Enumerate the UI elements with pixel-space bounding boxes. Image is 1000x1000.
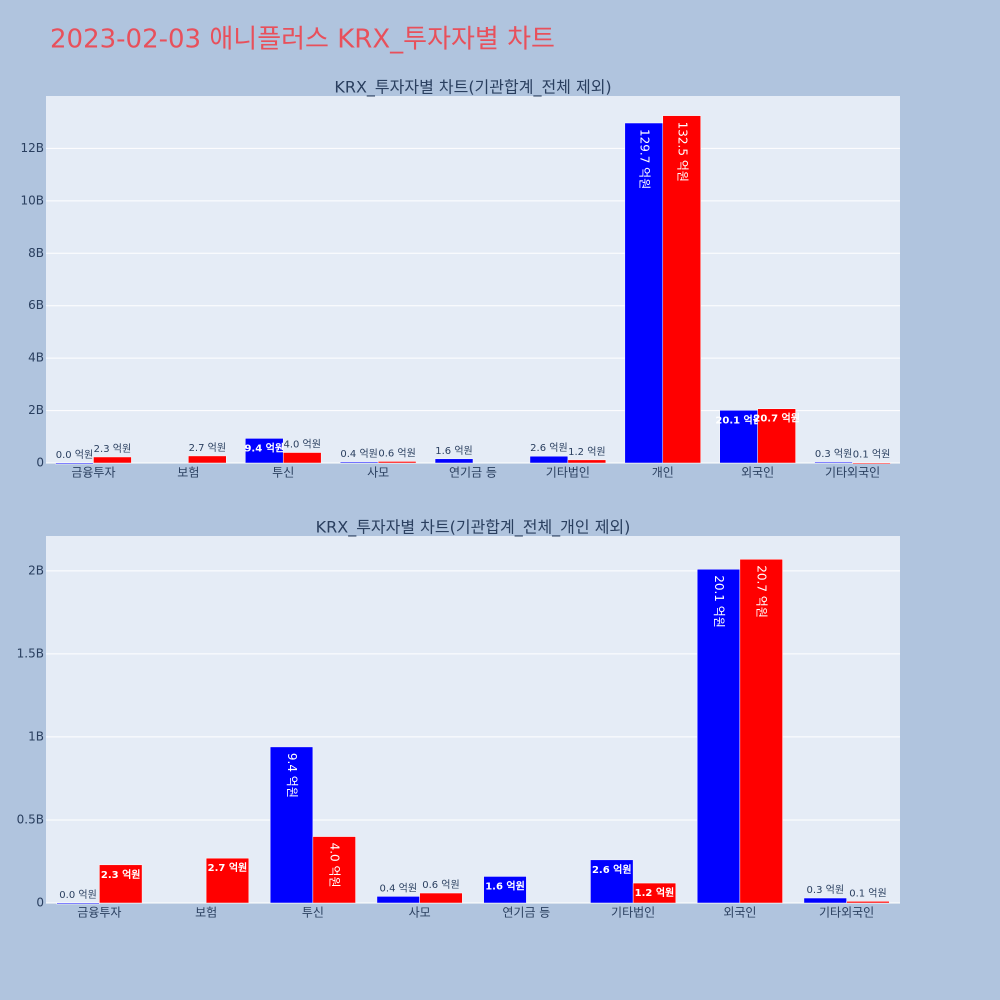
value-label: 0.6 억원 — [422, 879, 459, 891]
bar — [814, 461, 853, 464]
value-label: 20.1 억원 — [712, 575, 726, 628]
value-label: 132.5 억원 — [675, 122, 689, 182]
x-tick-label: 투신 — [272, 466, 294, 480]
value-label: 9.4 억원 — [285, 753, 299, 798]
value-label: 1.6 억원 — [485, 879, 525, 892]
value-label: 0.3 억원 — [807, 884, 844, 896]
bar — [739, 558, 783, 904]
x-tick-label: 사모 — [409, 906, 431, 920]
x-tick-label: 기타외국인 — [825, 466, 880, 480]
x-tick-label: 연기금 등 — [502, 906, 550, 920]
y-tick-label: 2B — [28, 563, 44, 577]
y-tick-label: 0.5B — [17, 812, 44, 826]
value-label: 2.7 억원 — [189, 442, 226, 454]
value-label: 0.1 억원 — [853, 449, 890, 461]
bar — [269, 746, 314, 904]
x-tick-label: 금융투자 — [71, 466, 115, 480]
bar — [696, 568, 741, 904]
value-label: 1.2 억원 — [635, 886, 675, 899]
x-tick-label: 사모 — [367, 466, 389, 480]
bar — [529, 455, 569, 464]
x-tick-label: 기타외국인 — [819, 906, 874, 920]
value-label: 0.4 억원 — [340, 448, 377, 460]
value-label: 2.6 억원 — [530, 442, 567, 454]
bar — [590, 859, 634, 904]
value-label: 0.3 억원 — [815, 448, 852, 460]
bar — [56, 902, 100, 905]
bar — [434, 458, 474, 464]
x-tick-label: 보험 — [195, 906, 217, 920]
value-label: 4.0 억원 — [283, 439, 320, 451]
bar — [662, 115, 701, 464]
subplot-title: KRX_투자자별 차트(기관합계_전체 제외) — [334, 78, 611, 98]
x-tick-label: 개인 — [652, 466, 674, 480]
bar — [55, 462, 94, 465]
bar — [719, 410, 758, 464]
y-tick-label: 1.5B — [17, 646, 44, 660]
bar — [205, 857, 250, 904]
value-label: 0.0 억원 — [56, 449, 93, 461]
bar — [846, 901, 890, 904]
value-label: 2.6 억원 — [592, 863, 632, 876]
bar — [483, 876, 527, 904]
bar — [377, 461, 417, 464]
bar — [419, 892, 463, 904]
bar — [757, 408, 796, 464]
subplot-title: KRX_투자자별 차트(기관합계_전체_개인 제외) — [316, 518, 631, 538]
bar — [803, 897, 847, 904]
bar — [624, 122, 664, 464]
y-tick-label: 1B — [28, 729, 44, 743]
y-tick-label: 12B — [20, 141, 44, 155]
value-label: 20.7 억원 — [753, 412, 800, 425]
x-tick-label: 기타법인 — [546, 466, 590, 480]
value-label: 1.2 억원 — [568, 446, 605, 458]
y-tick-label: 8B — [28, 246, 44, 260]
y-tick-label: 0 — [36, 456, 44, 470]
value-label: 0.1 억원 — [849, 887, 886, 899]
bar — [93, 456, 132, 464]
y-tick-label: 2B — [28, 403, 44, 417]
bar — [188, 455, 227, 464]
value-label: 1.6 억원 — [435, 445, 472, 457]
value-label: 20.7 억원 — [755, 565, 769, 618]
bar — [282, 452, 322, 464]
x-tick-label: 연기금 등 — [449, 466, 497, 480]
value-label: 2.3 억원 — [94, 443, 131, 455]
x-tick-label: 투신 — [302, 906, 324, 920]
x-tick-label: 보험 — [177, 466, 199, 480]
value-label: 4.0 억원 — [328, 843, 342, 888]
plot-area — [46, 96, 900, 463]
bar — [852, 462, 891, 464]
bar — [339, 461, 379, 464]
value-label: 20.1 억원 — [715, 413, 762, 426]
bar — [376, 896, 420, 904]
bar — [312, 836, 356, 904]
bar — [99, 864, 143, 904]
x-tick-label: 기타법인 — [611, 906, 655, 920]
value-label: 9.4 억원 — [244, 441, 284, 454]
value-label: 129.7 억원 — [637, 129, 651, 189]
page-title: 2023-02-03 애니플러스 KRX_투자자별 차트 — [50, 25, 555, 55]
x-tick-label: 외국인 — [741, 466, 774, 480]
x-tick-label: 금융투자 — [77, 906, 121, 920]
y-tick-label: 10B — [20, 193, 44, 207]
x-tick-label: 외국인 — [723, 906, 756, 920]
bar — [567, 459, 607, 464]
y-tick-label: 0 — [36, 896, 44, 910]
y-tick-label: 4B — [28, 351, 44, 365]
value-label: 0.6 억원 — [378, 447, 415, 459]
y-tick-label: 6B — [28, 298, 44, 312]
value-label: 2.7 억원 — [208, 861, 248, 874]
value-label: 2.3 억원 — [101, 868, 141, 881]
value-label: 0.4 억원 — [380, 882, 417, 894]
value-label: 0.0 억원 — [59, 889, 96, 901]
bar — [632, 882, 677, 904]
bar — [245, 438, 284, 464]
